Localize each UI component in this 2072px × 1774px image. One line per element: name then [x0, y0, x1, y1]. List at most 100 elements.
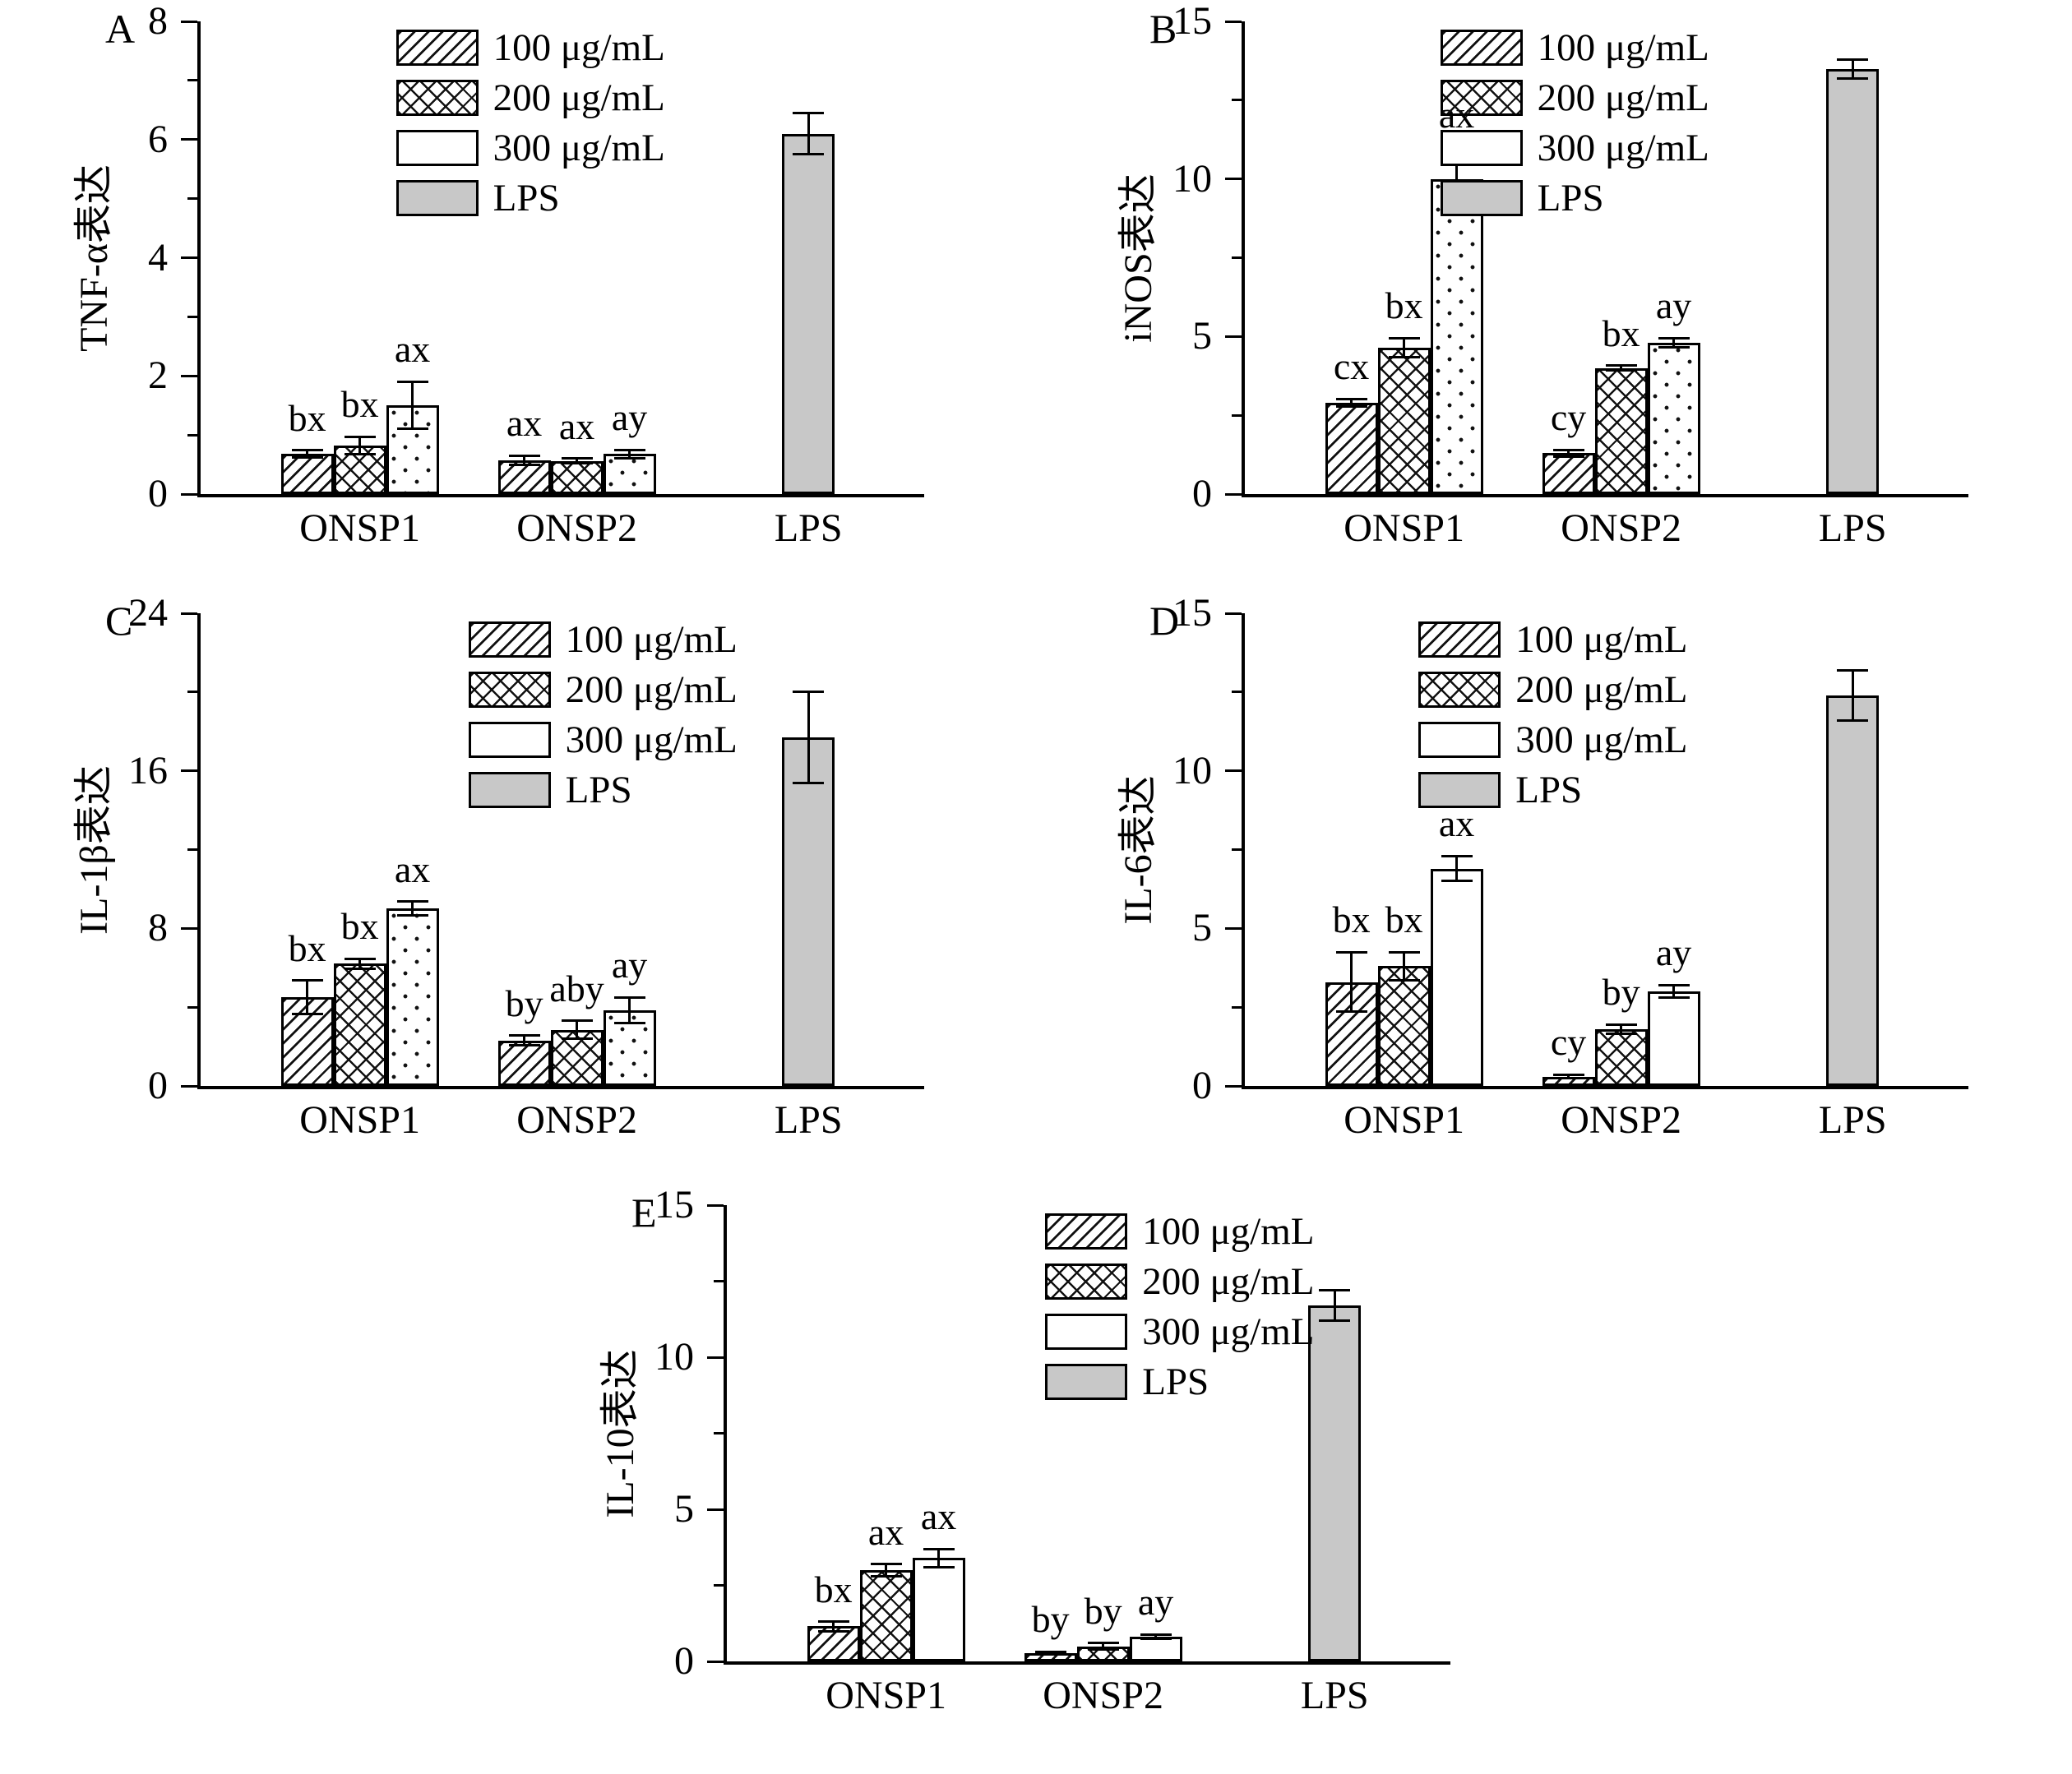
legend-label: 100 μg/mL — [493, 26, 665, 69]
error-bar-cap — [1388, 336, 1420, 340]
error-bar-cap — [291, 455, 323, 459]
plot-area-C: IL-1β表达 0 8 16 24 ONSP1 bx bx ax ONSP2 by aby ay LPS 1… — [72, 594, 924, 1142]
significance-label: by — [505, 982, 543, 1024]
legend-label: LPS — [1515, 769, 1583, 811]
y-tick-label: 10 — [654, 1335, 694, 1379]
y-major-tick — [1225, 612, 1242, 615]
error-bar — [411, 901, 414, 916]
bar-E-ONSP1-300gmL — [912, 1558, 965, 1661]
error-bar — [1851, 670, 1854, 721]
y-tick-label: 0 — [148, 472, 168, 515]
error-bar — [576, 458, 579, 464]
significance-label: bx — [1332, 899, 1371, 941]
x-group-label-LPS: LPS — [774, 1098, 843, 1142]
y-minor-tick — [1232, 691, 1242, 694]
significance-label: cx — [1333, 345, 1370, 388]
y-major-tick — [1225, 20, 1242, 23]
error-bar — [1455, 856, 1459, 881]
significance-label: bx — [340, 383, 379, 426]
bar-B-ONSP1-200gmL — [1377, 347, 1431, 494]
error-bar-cap — [1087, 1647, 1119, 1651]
error-bar-cap — [561, 1037, 593, 1040]
error-bar-cap — [291, 1013, 323, 1016]
error-bar — [1567, 1074, 1570, 1079]
y-major-tick — [181, 1084, 197, 1088]
bar-A-ONSP1-300gmL — [386, 405, 439, 494]
bar-D-ONSP2-300gmL — [1647, 991, 1700, 1086]
legend-label: 300 μg/mL — [1537, 127, 1709, 169]
y-tick-label: 15 — [1172, 0, 1212, 43]
error-bar-cap — [344, 435, 376, 438]
legend-item: 100 μg/mL — [1418, 618, 1687, 661]
error-bar — [1620, 365, 1623, 371]
legend-swatch-white — [1440, 130, 1523, 166]
error-bar-cap — [1837, 668, 1869, 672]
legend-swatch-white — [395, 130, 479, 166]
error-bar — [1350, 399, 1353, 407]
x-group-label-LPS: LPS — [1818, 506, 1887, 550]
y-minor-tick — [1232, 256, 1242, 259]
plot-area-B: iNOS表达051015ONSP1cxbxaxONSP2cybxayLPS100… — [1117, 2, 1968, 550]
legend-label: LPS — [565, 769, 632, 811]
legend-item: 200 μg/mL — [1440, 76, 1709, 119]
significance-label: ay — [1137, 1581, 1174, 1624]
y-major-tick — [707, 1660, 724, 1663]
legend-label: 300 μg/mL — [493, 127, 665, 169]
error-bar-cap — [1552, 1077, 1584, 1080]
legend-item: 200 μg/mL — [395, 76, 665, 119]
y-minor-tick — [187, 315, 197, 318]
legend-swatch-white — [1418, 722, 1501, 758]
y-minor-tick — [1232, 1005, 1242, 1009]
y-minor-tick — [1232, 99, 1242, 102]
significance-label: by — [1031, 1598, 1070, 1641]
error-bar-cap — [344, 453, 376, 456]
legend-swatch-white — [468, 722, 551, 758]
bar-D-ONSP2-200gmL — [1594, 1029, 1648, 1086]
error-bar-cap — [508, 1044, 540, 1047]
error-bar — [523, 1035, 526, 1046]
legend-item: 200 μg/mL — [1045, 1260, 1314, 1303]
error-bar — [1672, 985, 1676, 998]
error-bar-cap — [1140, 1633, 1172, 1636]
legend-label: LPS — [1142, 1361, 1209, 1403]
error-bar — [807, 113, 810, 155]
x-group-label-LPS: LPS — [1300, 1674, 1369, 1717]
legend-item: LPS — [1418, 769, 1687, 811]
x-group-label-ONSP1: ONSP1 — [826, 1674, 946, 1717]
error-bar — [628, 997, 631, 1023]
legend-A: 100 μg/mL 200 μg/mL 300 μg/mL LPS — [395, 26, 665, 227]
bar-E-ONSP1-200gmL — [859, 1570, 913, 1661]
error-bar-cap — [793, 781, 825, 784]
error-bar-cap — [508, 454, 540, 457]
y-tick-label: 10 — [1172, 156, 1212, 201]
error-bar-cap — [1388, 979, 1420, 982]
y-major-tick — [181, 138, 197, 141]
legend-swatch-diag — [1440, 30, 1523, 66]
error-bar — [937, 1549, 941, 1568]
error-bar-cap — [1087, 1642, 1119, 1645]
significance-label: bx — [1602, 312, 1640, 354]
error-bar — [1672, 338, 1676, 348]
error-bar-cap — [870, 1574, 902, 1578]
legend-label: 200 μg/mL — [1537, 76, 1709, 119]
x-group-label-ONSP2: ONSP2 — [1561, 1098, 1681, 1142]
error-bar — [1049, 1652, 1052, 1655]
panel-C: C IL-1β表达 0 8 16 24 ONSP1 bx bx ax ONSP2 by aby ay LPS… — [49, 594, 1003, 1182]
error-bar — [1567, 450, 1570, 456]
error-bar — [306, 450, 309, 458]
x-group-label-ONSP1: ONSP1 — [1344, 1098, 1464, 1142]
legend-label: 300 μg/mL — [565, 718, 738, 761]
legend-label: 100 μg/mL — [1142, 1210, 1315, 1253]
legend-C: 100 μg/mL 200 μg/mL 300 μg/mL LPS — [468, 618, 738, 819]
error-bar-cap — [613, 1021, 645, 1024]
error-bar — [306, 980, 309, 1014]
error-bar-cap — [793, 111, 825, 114]
bar-D-ONSP1-300gmL — [1430, 868, 1483, 1086]
legend-swatch-diag — [468, 621, 551, 658]
y-tick-label: 5 — [1192, 314, 1212, 358]
legend-D: 100 μg/mL 200 μg/mL 300 μg/mL LPS — [1418, 618, 1687, 819]
legend-item: LPS — [1440, 177, 1709, 219]
significance-label: by — [1602, 971, 1640, 1014]
y-tick-label: 15 — [654, 1183, 694, 1227]
y-major-tick — [181, 492, 197, 496]
